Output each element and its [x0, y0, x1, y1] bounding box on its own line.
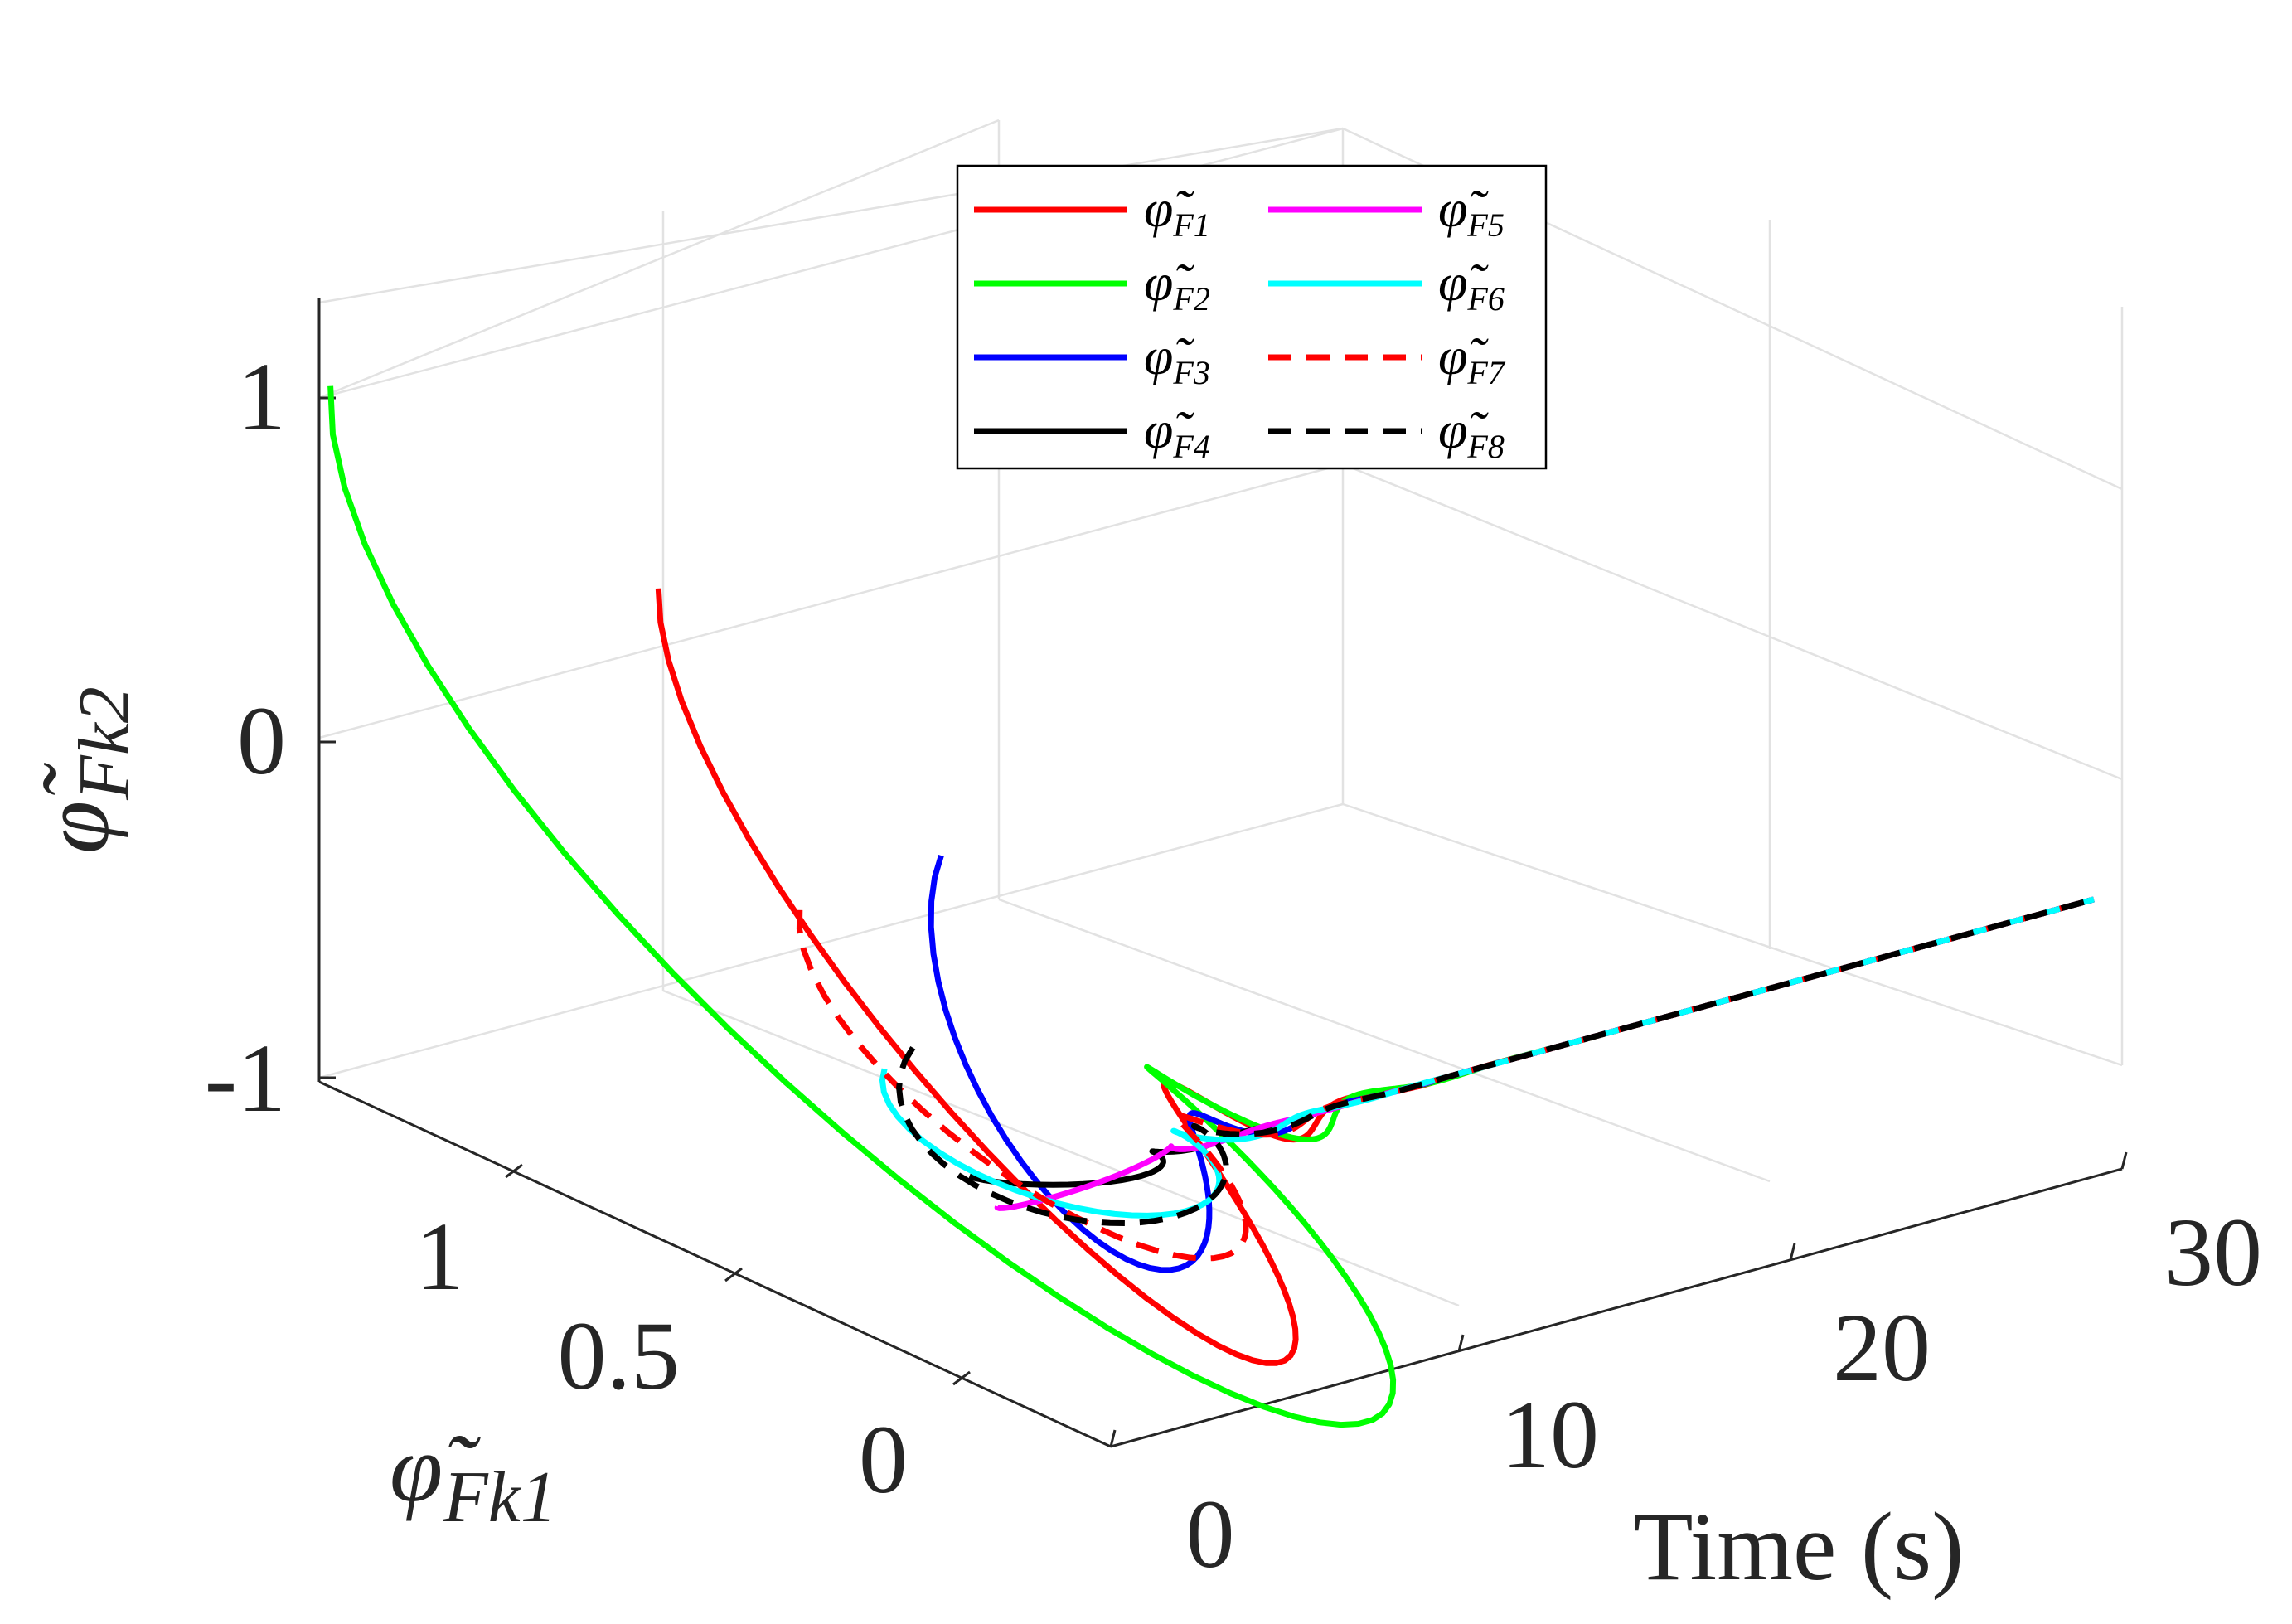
y-axis-label-sub: Fk1 — [443, 1457, 557, 1538]
gridline — [998, 898, 1771, 1183]
y-tick-label: 1 — [415, 1202, 464, 1311]
y-tick-label: 0 — [859, 1405, 908, 1514]
y-tick-label: 0.5 — [558, 1302, 681, 1410]
series-line-f8 — [896, 896, 2095, 1226]
x-tick-mark — [1789, 1243, 1796, 1261]
x-axis-label: Time (s) — [1634, 1492, 1965, 1601]
z-axis-label: φ̃ Fk2 — [23, 686, 145, 854]
z-tick-labels: 1 0 -1 — [205, 342, 286, 1132]
x-tick-label: 20 — [1833, 1293, 1931, 1402]
series — [327, 385, 2095, 1428]
x-tick-labels: 0 10 20 30 — [1186, 1198, 2263, 1588]
legend-label-f8: φ̃F8 — [1438, 400, 1505, 465]
gridline — [1342, 802, 2123, 1067]
z-tick-label: 1 — [237, 342, 286, 451]
x-tick-mark — [1457, 1334, 1465, 1352]
x-tick-label: 0 — [1186, 1480, 1235, 1588]
gridline — [318, 463, 1344, 739]
z-axis-label-sub: Fk2 — [65, 686, 145, 801]
legend-box — [956, 164, 1548, 470]
legend-label-f3: φ̃F3 — [1144, 327, 1210, 391]
gridline — [318, 127, 1344, 304]
x-tick-mark — [2120, 1151, 2128, 1170]
y-tick-mark — [505, 1163, 523, 1179]
y-axis-line — [318, 1080, 1112, 1448]
y-tick-mark — [724, 1267, 743, 1282]
x-axis-line — [1110, 1167, 2123, 1448]
x-tick-label: 10 — [1501, 1380, 1599, 1489]
z-tick-label: -1 — [205, 1024, 286, 1132]
z-tick-label: 0 — [237, 686, 286, 795]
x-tick-label: 30 — [2164, 1198, 2262, 1306]
gridline — [1342, 463, 2123, 781]
x-tick-mark — [1109, 1429, 1117, 1447]
gridline — [318, 119, 1000, 400]
y-tick-mark — [952, 1370, 971, 1386]
gridline — [318, 802, 1344, 1079]
y-tick-labels: 1 0.5 0 — [415, 1202, 908, 1514]
axes — [317, 298, 2128, 1448]
legend: φ̃F1φ̃F2φ̃F3φ̃F4φ̃F5φ̃F6φ̃F7φ̃F8 — [956, 164, 1548, 470]
